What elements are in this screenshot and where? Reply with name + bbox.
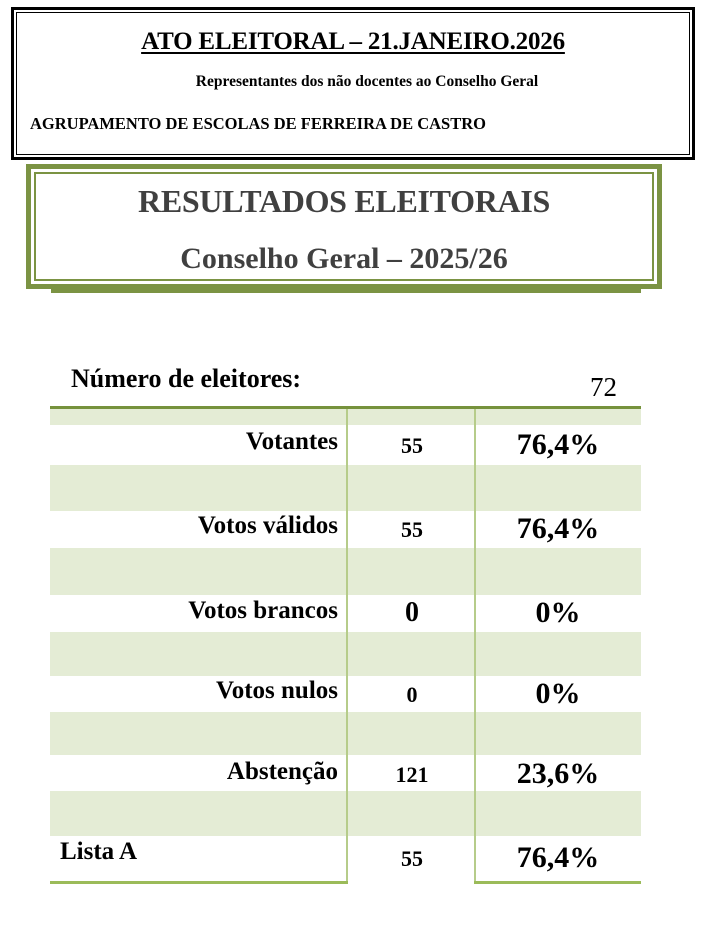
row-count: 121 [395,762,429,787]
organization-name: AGRUPAMENTO DE ESCOLAS DE FERREIRA DE CA… [30,114,486,133]
row-percent: 76,4% [516,428,600,461]
table-band [50,632,641,676]
row-percent: 23,6% [516,757,600,790]
results-banner-title: RESULTADOS ELEITORAIS [138,183,550,219]
row-label: Votos nulos [215,677,338,704]
results-banner-shadow [51,289,641,293]
table-band [50,712,641,755]
row-label: Abstenção [226,758,338,785]
results-banner-subtitle: Conselho Geral – 2025/26 [180,242,508,275]
row-percent: 76,4% [516,841,600,874]
electors-value: 72 [590,372,617,402]
column-divider [474,409,476,884]
row-count: 55 [401,846,423,871]
table-bottom-rule [474,881,641,884]
column-divider [346,409,348,884]
row-count: 55 [401,517,423,542]
header-box-inner-border [16,12,690,155]
row-label: Votos válidos [197,512,338,539]
row-count: 55 [401,433,423,458]
row-label: Votantes [245,428,338,455]
row-percent: 0% [535,596,581,629]
row-percent: 76,4% [516,512,600,545]
results-banner-inner-border [34,172,654,281]
table-band [50,465,641,511]
table-band [50,791,641,836]
row-label: Votos brancos [188,597,338,624]
table-bottom-rule [50,881,348,884]
results-table: Votantes 55 76,4% Votos válidos 55 76,4%… [50,406,641,884]
row-label: Lista A [60,838,138,865]
row-percent: 0% [535,677,581,710]
electors-label: Número de eleitores: [71,364,302,393]
row-count: 0 [406,682,418,707]
table-band [50,409,641,425]
document-subtitle: Representantes dos não docentes ao Conse… [195,73,539,90]
document-title: ATO ELEITORAL – 21.JANEIRO.2026 [141,28,565,55]
table-top-rule [50,406,641,409]
results-banner: RESULTADOS ELEITORAIS Conselho Geral – 2… [26,164,662,289]
table-band [50,548,641,595]
header-box: ATO ELEITORAL – 21.JANEIRO.2026 Represen… [11,7,695,160]
row-count: 0 [405,597,419,628]
